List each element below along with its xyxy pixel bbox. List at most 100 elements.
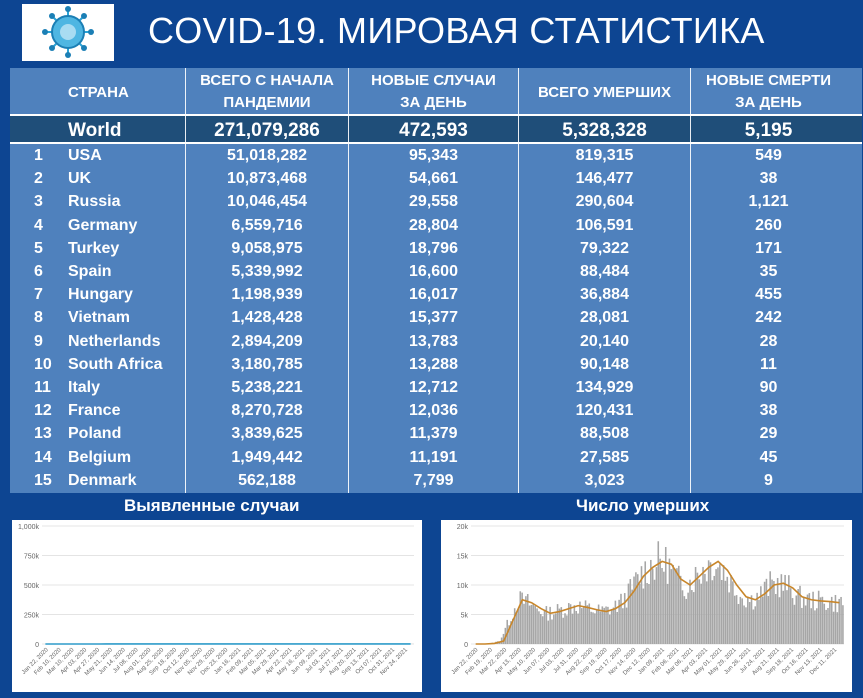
data-bar — [694, 566, 697, 644]
data-bar — [786, 590, 788, 644]
y-tick-label: 20k — [457, 524, 469, 531]
data-bar — [719, 564, 721, 644]
row-new-cases: 18,796 — [409, 239, 458, 257]
data-bar — [767, 595, 770, 644]
column-header-total-cases-line2: ПАНДЕМИИ — [223, 94, 311, 111]
row-rank: 15 — [34, 471, 52, 489]
y-tick-label: 250k — [24, 613, 40, 620]
data-bar — [801, 607, 803, 644]
row-rank: 10 — [34, 355, 52, 373]
data-bar — [620, 593, 622, 644]
data-bar — [545, 606, 548, 644]
row-new-deaths: 242 — [755, 309, 782, 327]
row-new-deaths: 38 — [759, 402, 778, 420]
data-bar — [840, 596, 842, 644]
data-bar — [540, 614, 542, 644]
data-bar — [588, 603, 591, 644]
data-bar — [769, 571, 771, 644]
data-bar — [517, 608, 520, 644]
column-header-new-deaths-line1: НОВЫЕ СМЕРТИ — [705, 72, 832, 89]
world-new-deaths: 5,195 — [744, 120, 793, 141]
country-rows: 1 USA 51,018,282 95,343 819,315 549 2 UK 10,873,… — [10, 68, 862, 493]
data-bar — [536, 608, 538, 644]
data-bar — [597, 604, 600, 644]
data-bar — [789, 588, 792, 644]
data-bar — [653, 579, 656, 644]
data-bar — [685, 598, 688, 644]
data-bar — [756, 592, 758, 644]
data-bar — [739, 596, 742, 644]
data-bar — [784, 574, 786, 644]
data-bar — [745, 607, 747, 644]
data-bar — [668, 558, 671, 644]
page-title: COVID-19. МИРОВАЯ СТАТИСТИКА — [148, 10, 765, 51]
data-bar — [650, 559, 652, 644]
data-bar — [547, 620, 550, 644]
row-new-deaths: 28 — [759, 332, 778, 350]
y-tick-label: 750k — [24, 554, 40, 561]
row-total-deaths: 290,604 — [575, 193, 634, 211]
data-bar — [584, 600, 587, 644]
data-bar — [832, 611, 835, 644]
row-rank: 14 — [34, 448, 52, 466]
row-new-deaths: 549 — [755, 147, 782, 164]
data-bar — [816, 608, 818, 644]
row-new-cases: 16,017 — [409, 286, 458, 304]
row-new-deaths: 11 — [760, 355, 777, 373]
data-bar — [780, 574, 783, 644]
data-bar — [579, 601, 581, 644]
data-bar — [676, 568, 678, 644]
row-total-cases: 9,058,975 — [231, 239, 303, 257]
row-total-cases: 10,873,468 — [226, 170, 308, 188]
data-bar — [812, 591, 814, 644]
data-bar — [724, 580, 727, 644]
data-bar — [674, 568, 676, 644]
data-bar — [774, 594, 777, 644]
data-bar — [642, 588, 645, 644]
data-bar — [681, 590, 684, 644]
row-new-cases: 16,600 — [409, 263, 458, 280]
column-header-total-cases-line1: ВСЕГО С НАЧАЛА — [200, 72, 334, 89]
row-total-deaths: 88,508 — [580, 425, 629, 443]
data-bar — [541, 616, 544, 644]
data-bar — [502, 633, 505, 644]
data-bar — [733, 595, 736, 644]
data-bar — [573, 605, 576, 644]
data-bar — [638, 583, 641, 644]
series-line — [475, 560, 840, 645]
row-new-cases: 12,036 — [409, 402, 458, 420]
row-rank: 5 — [34, 239, 43, 257]
row-country: Netherlands — [68, 332, 161, 350]
data-bar — [614, 600, 617, 644]
data-bar — [627, 583, 630, 644]
data-bar — [566, 615, 568, 644]
data-bar — [687, 592, 689, 644]
row-new-deaths: 455 — [755, 286, 782, 304]
row-total-deaths: 120,431 — [575, 402, 634, 420]
y-tick-label: 15k — [457, 554, 469, 561]
row-total-cases: 1,428,428 — [231, 309, 303, 327]
data-bar — [607, 606, 609, 644]
data-bar — [679, 575, 682, 644]
column-header-total-deaths: ВСЕГО УМЕРШИХ — [538, 84, 671, 101]
data-bar — [737, 603, 740, 644]
data-bar — [523, 603, 525, 644]
row-country: Belgium — [68, 448, 132, 466]
data-bar — [640, 566, 643, 644]
row-new-deaths: 1,121 — [748, 193, 789, 211]
data-bar — [625, 607, 628, 644]
data-bar — [825, 609, 827, 644]
data-bar — [508, 625, 510, 644]
row-total-deaths: 90,148 — [580, 355, 629, 373]
row-new-deaths: 38 — [759, 170, 778, 188]
data-bar — [526, 594, 529, 644]
data-bar — [776, 577, 779, 644]
data-bar — [605, 606, 607, 644]
y-tick-label: 0 — [35, 642, 39, 649]
data-bar — [698, 579, 701, 644]
data-bar — [715, 569, 717, 644]
row-rank: 4 — [34, 216, 43, 234]
data-bar — [581, 608, 583, 644]
data-bar — [827, 608, 829, 644]
row-total-deaths: 28,081 — [580, 309, 629, 327]
